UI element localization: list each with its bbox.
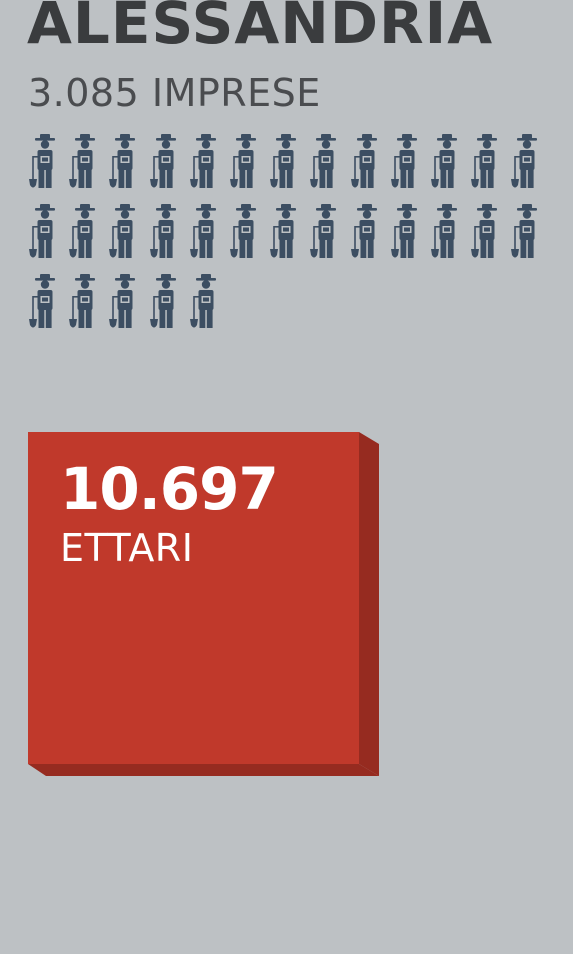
box-front-face [28,432,359,764]
farmer-row [27,274,547,344]
box-bottom-face [28,764,379,776]
farmer-icon [188,274,228,330]
farmer-icon [389,204,429,260]
farmer-row [27,204,547,274]
farmer-icon [67,274,107,330]
farmer-icon [27,204,67,260]
farmers-pictogram [27,134,547,344]
farmer-icon [349,134,389,190]
farmer-icon [429,134,469,190]
farmer-icon [469,204,509,260]
farmer-icon [107,204,147,260]
farmer-icon [469,134,509,190]
province-title: ALESSANDRIA [27,0,494,57]
farmer-row [27,134,547,204]
hectares-box [28,432,383,778]
farmer-icon [188,204,228,260]
hectares-box-graphic [28,432,379,776]
farmer-icon [268,134,308,190]
farmer-icon [148,134,188,190]
farmer-icon [107,134,147,190]
farmer-icon [389,134,429,190]
farmer-icon [148,204,188,260]
farmer-icon [27,274,67,330]
hectares-unit: ETTARI [60,526,194,570]
farmer-icon [27,134,67,190]
farmer-icon [148,274,188,330]
farmer-icon [228,204,268,260]
farmer-icon [107,274,147,330]
farmer-icon [308,204,348,260]
farmer-icon [67,204,107,260]
farmer-icon [268,204,308,260]
farmer-icon [509,134,549,190]
farmer-icon [509,204,549,260]
box-side-face [359,432,379,776]
farmer-icon [308,134,348,190]
farmer-icon [188,134,228,190]
companies-count: 3.085 IMPRESE [28,71,321,115]
farmer-icon [228,134,268,190]
farmer-icon [349,204,389,260]
hectares-value: 10.697 [60,455,279,523]
farmer-icon [67,134,107,190]
farmer-icon [429,204,469,260]
